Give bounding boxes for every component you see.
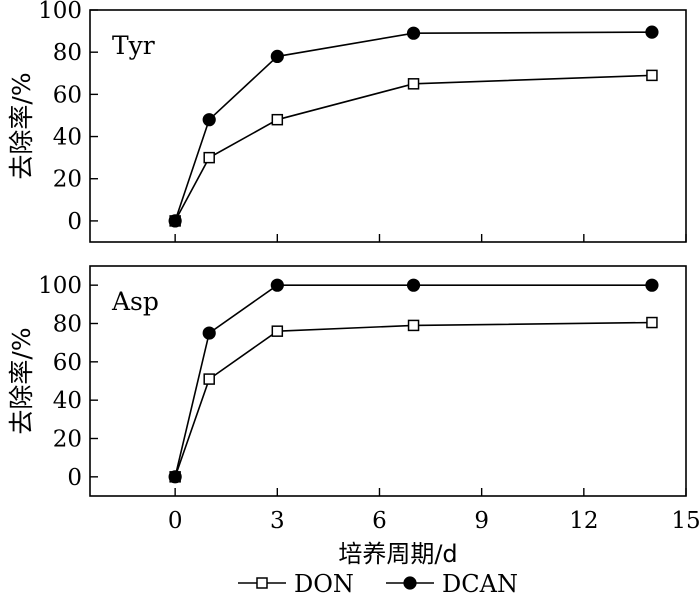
data-point-dcan (270, 49, 284, 64)
data-point-dcan (406, 26, 421, 40)
y-tick-label: 80 (53, 312, 82, 338)
plot-frame (89, 265, 687, 497)
y-tick-label: 80 (53, 40, 82, 66)
x-tick-label: 0 (168, 508, 183, 534)
y-tick-label: 40 (53, 125, 82, 151)
plot-frame (89, 9, 687, 243)
x-axis-label: 培养周期/d (338, 540, 457, 568)
data-point-don (271, 325, 284, 337)
panel-label: Tyr (112, 31, 155, 60)
series-line-dcan (174, 284, 652, 478)
series-line-don (174, 74, 652, 222)
y-axis-label: 去除率/% (7, 327, 36, 434)
data-point-dcan (168, 214, 182, 228)
legend-marker-square (256, 577, 268, 589)
y-tick-label: 60 (53, 350, 82, 376)
series-line-dcan (174, 31, 652, 222)
data-point-dcan (270, 278, 284, 292)
x-tick-label: 12 (569, 508, 598, 534)
data-point-don (407, 78, 420, 90)
y-tick-label: 60 (53, 82, 82, 108)
data-point-don (271, 113, 284, 126)
data-point-don (407, 319, 420, 332)
y-tick-label: 100 (38, 273, 82, 299)
legend-marker-circle (403, 576, 417, 590)
y-axis-label: 去除率/% (7, 72, 36, 179)
data-point-dcan (406, 278, 421, 292)
legend-label: DON (294, 570, 354, 598)
y-tick-label: 40 (53, 388, 82, 414)
series-line-don (174, 321, 652, 478)
y-tick-label: 20 (53, 427, 82, 453)
data-point-dcan (202, 326, 216, 340)
legend: DON DCAN (238, 570, 518, 598)
data-point-dcan (645, 278, 659, 292)
x-tick-label: 15 (671, 508, 700, 534)
x-tick-label: 6 (372, 508, 387, 534)
y-tick-label: 0 (67, 465, 82, 491)
data-point-don (203, 151, 215, 164)
x-tick-label: 3 (270, 508, 285, 534)
panel-label: Asp (111, 287, 159, 316)
data-point-don (646, 69, 658, 82)
data-point-dcan (645, 25, 659, 39)
data-point-dcan (202, 113, 216, 127)
x-tick-label: 9 (474, 508, 489, 534)
y-tick-label: 20 (53, 167, 82, 193)
panel-tyr: 0 20 40 60 80 100 Tyr 去除率/% (7, 0, 687, 243)
y-tick-label: 0 (67, 209, 82, 235)
data-point-don (646, 316, 658, 329)
y-tick-label: 100 (38, 0, 82, 24)
panel-asp: 0 20 40 60 80 100 0 3 6 9 12 15 Asp 去除率/% 培养周期/d (7, 265, 700, 568)
data-point-don (203, 373, 215, 385)
legend-label: DCAN (442, 570, 518, 598)
data-point-dcan (168, 470, 182, 484)
